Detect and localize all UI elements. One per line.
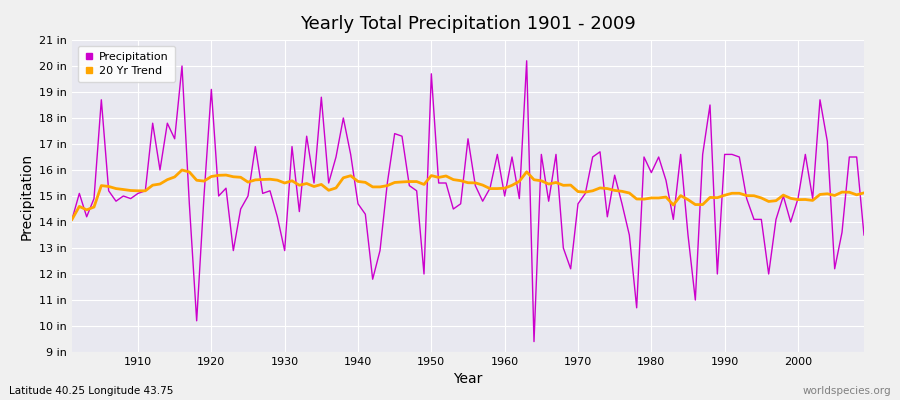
Legend: Precipitation, 20 Yr Trend: Precipitation, 20 Yr Trend: [77, 46, 176, 82]
Text: worldspecies.org: worldspecies.org: [803, 386, 891, 396]
X-axis label: Year: Year: [454, 372, 482, 386]
Text: Latitude 40.25 Longitude 43.75: Latitude 40.25 Longitude 43.75: [9, 386, 174, 396]
Y-axis label: Precipitation: Precipitation: [20, 152, 33, 240]
Title: Yearly Total Precipitation 1901 - 2009: Yearly Total Precipitation 1901 - 2009: [300, 15, 636, 33]
